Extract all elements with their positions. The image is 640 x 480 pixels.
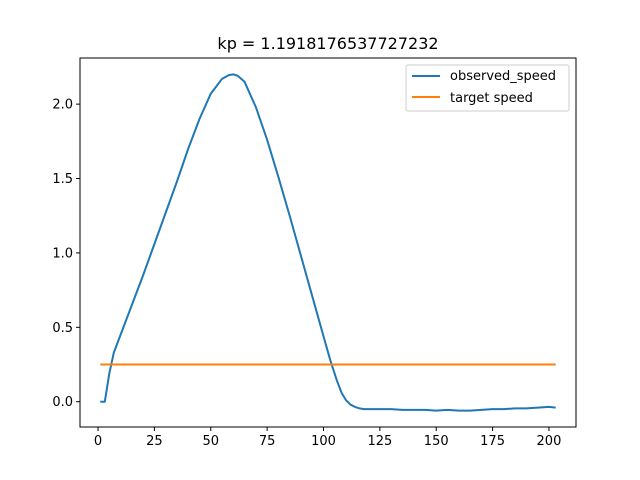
- y-axis: 0.0 0.5 1.0 1.5 2.0: [52, 98, 80, 410]
- legend-label-target-speed: target speed: [450, 91, 533, 106]
- y-tick-label: 0.5: [52, 321, 73, 336]
- y-tick-label: 2.0: [52, 98, 73, 113]
- x-axis: 0 25 50 75 100 125 150 175 200: [94, 427, 561, 449]
- y-tick-label: 1.0: [52, 246, 73, 261]
- x-tick-label: 50: [202, 434, 219, 449]
- x-tick-label: 25: [146, 434, 163, 449]
- x-tick-label: 200: [537, 434, 562, 449]
- x-tick-label: 150: [424, 434, 449, 449]
- x-tick-label: 0: [94, 434, 102, 449]
- legend-box: [405, 64, 570, 112]
- x-tick-label: 100: [311, 434, 336, 449]
- plot-area: [100, 73, 556, 412]
- legend-label-observed-speed: observed_speed: [450, 69, 556, 84]
- chart-title: kp = 1.1918176537727232: [217, 34, 438, 53]
- axes-frame: [79, 57, 577, 428]
- series-line-observed-speed: [100, 73, 556, 412]
- y-tick-label: 0.0: [52, 395, 73, 410]
- x-tick-label: 175: [480, 434, 505, 449]
- x-tick-label: 125: [367, 434, 392, 449]
- x-tick-label: 75: [259, 434, 276, 449]
- y-tick-label: 1.5: [52, 172, 73, 187]
- legend: observed_speed target speed: [405, 64, 570, 112]
